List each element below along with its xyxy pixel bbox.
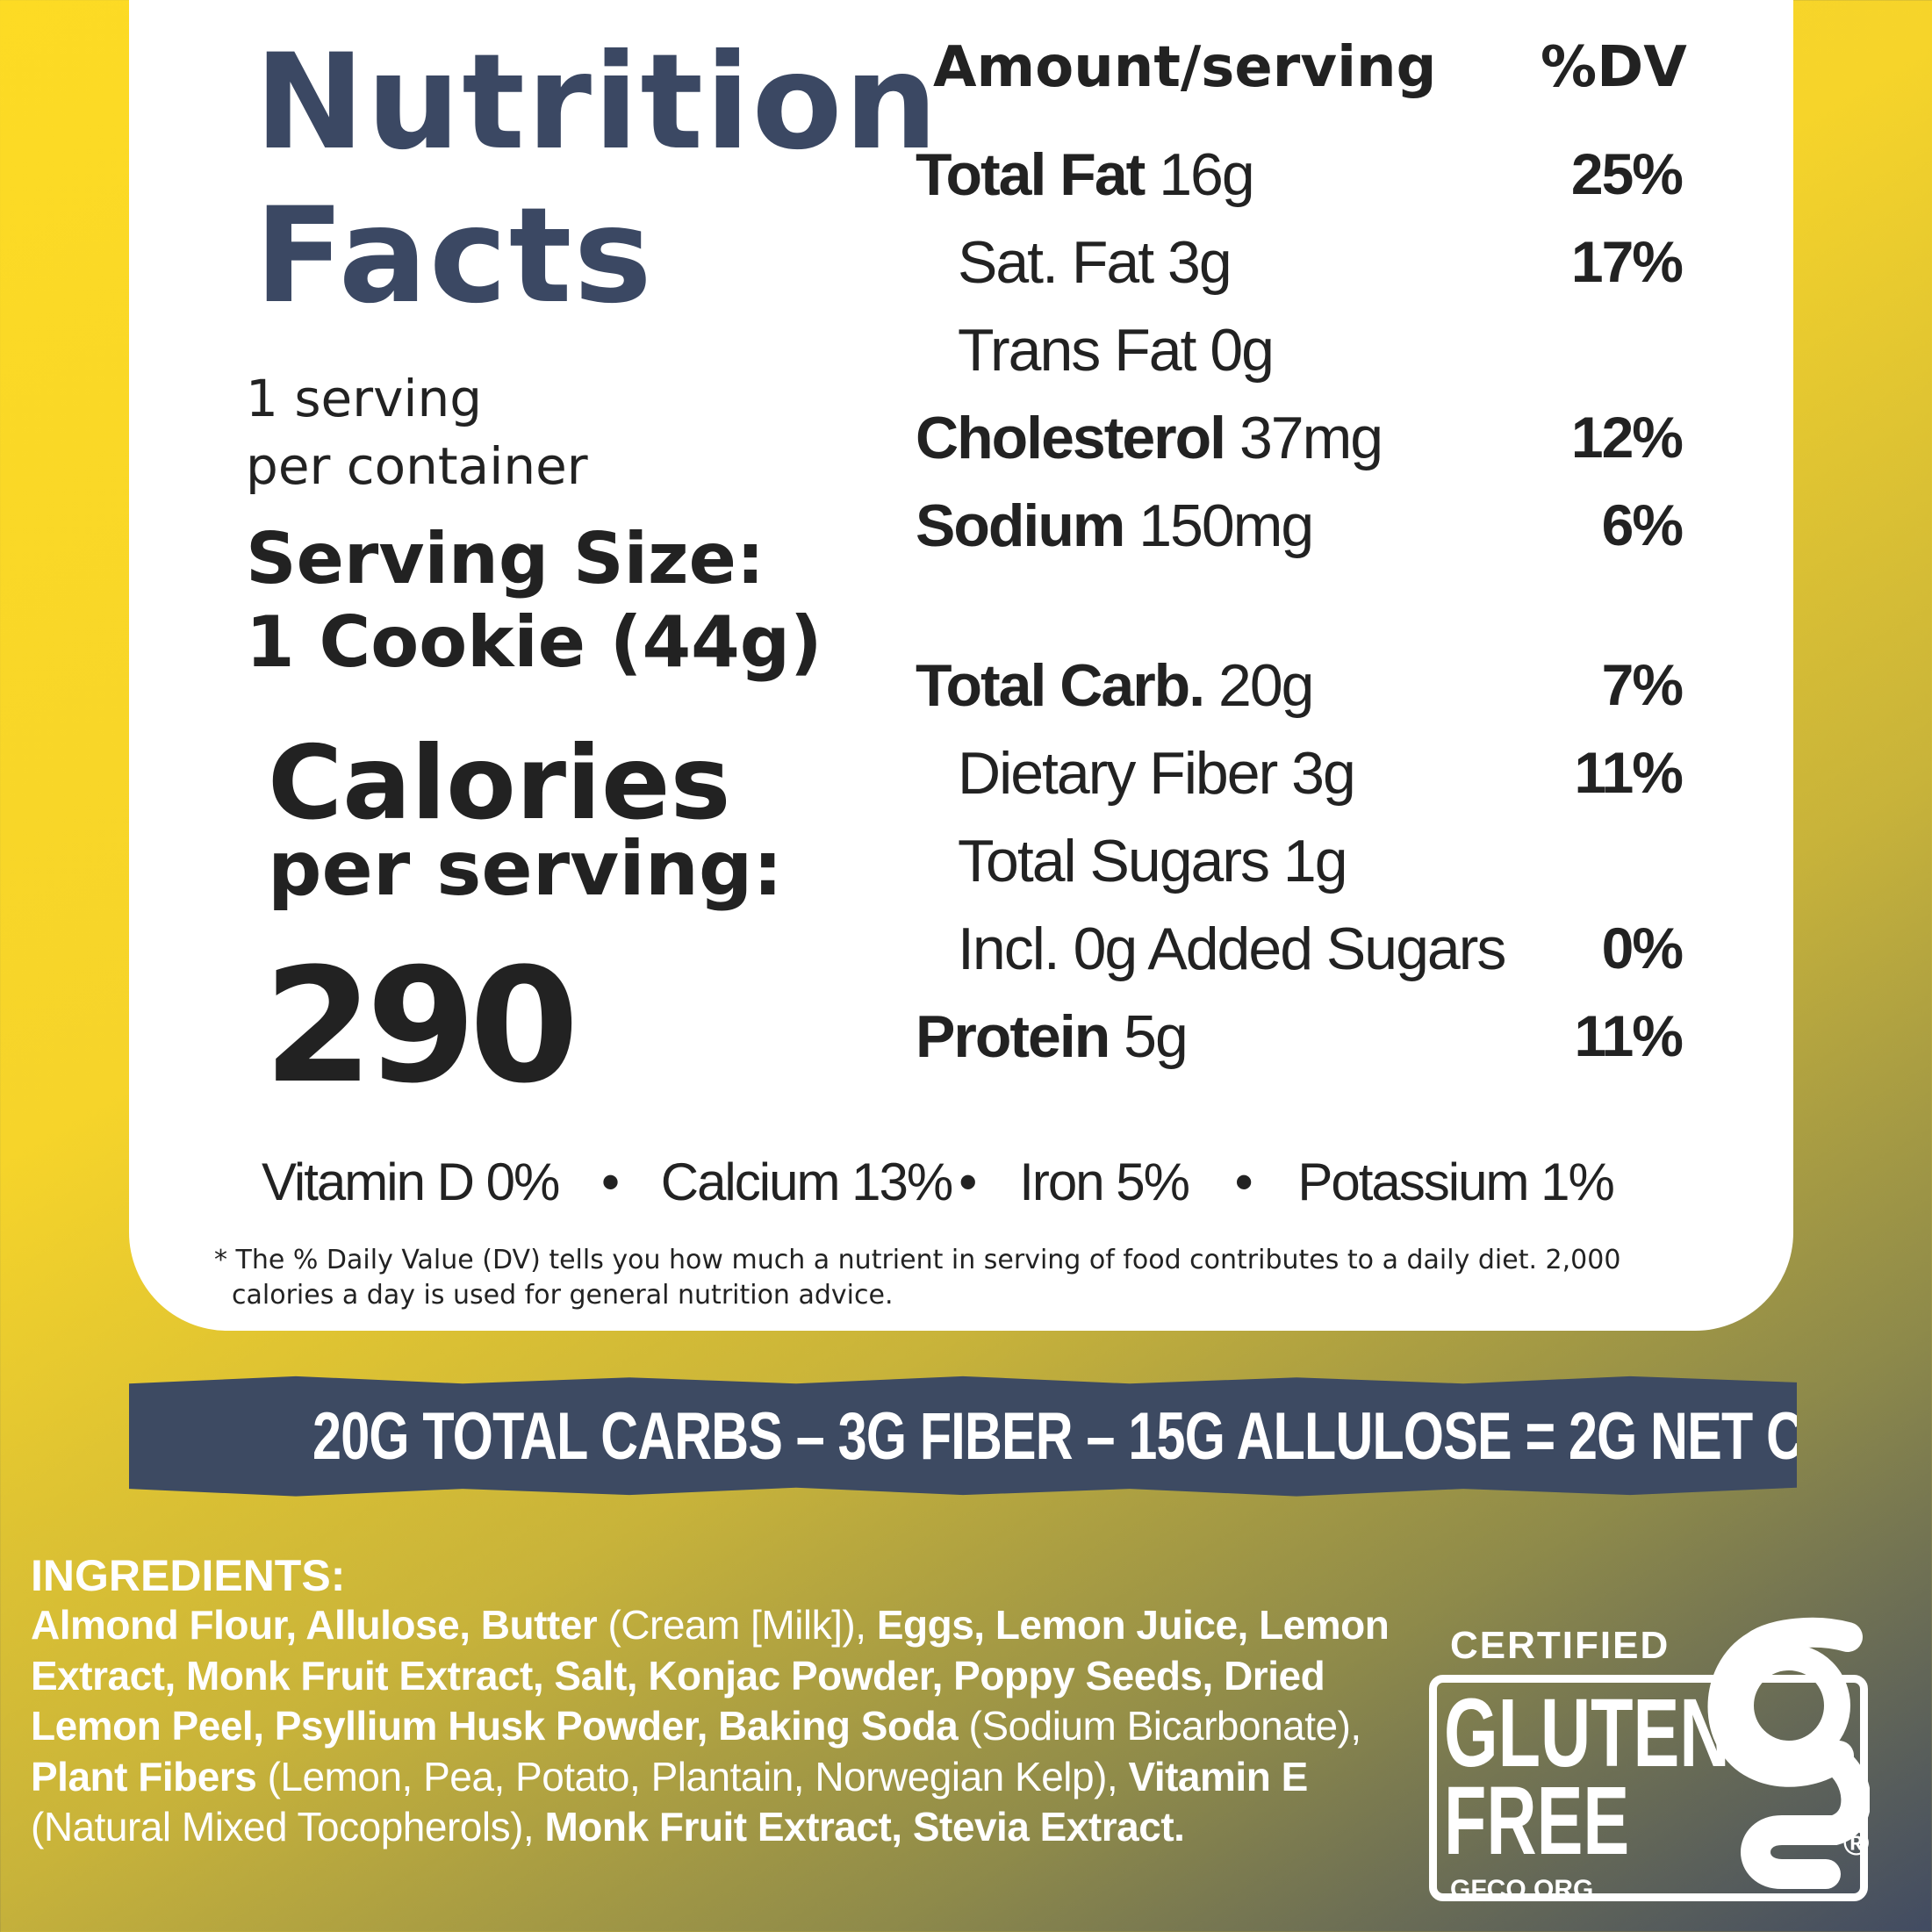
nutrient-row: Total Carb. 20g [916,651,1314,720]
nutrient-amount: 5g [1124,1003,1189,1070]
nutrient-amount: 20g [1218,652,1314,719]
nutrient-row: Total Fat 16g [916,140,1255,209]
servings-per-container-1: 1 serving [246,369,483,428]
nutrient-amount: 150mg [1138,492,1314,559]
ingredient-segment: Monk Fruit Extract, Stevia Extract. [544,1804,1185,1849]
vitamin-d: Vitamin D 0% [262,1153,560,1211]
nutrient-amount: 3g [1291,740,1356,807]
nutrient-row: Trans Fat 0g [958,316,1275,384]
nutrient-amount: 0g [1210,317,1275,384]
nutrition-card [129,0,1793,1331]
ingredient-segment: Almond Flour, Allulose, Butter [31,1602,598,1648]
ingredient-segment: (Cream [Milk]), [597,1602,877,1648]
calories-sub: per serving: [268,825,783,913]
footnote-1: * The % Daily Value (DV) tells you how m… [214,1245,1621,1275]
nutrient-name: Protein [916,1003,1110,1070]
nutrient-name: Total Fat [916,141,1146,208]
logo-url: GFCO.ORG [1450,1875,1594,1904]
nutrient-name: Sat. Fat [958,229,1154,296]
nutrient-amount: 3g [1167,229,1232,296]
nutrient-name: Dietary Fiber [958,740,1278,807]
ingredient-segment: (Sodium Bicarbonate), [958,1703,1362,1749]
footnote-2: calories a day is used for general nutri… [232,1280,894,1311]
calories-value: 290 [263,935,579,1118]
potassium: Potassium 1% [1297,1153,1614,1211]
nutrient-row: Dietary Fiber 3g [958,739,1356,808]
serving-size-label: Serving Size: [246,518,765,600]
nutrient-row: Incl. 0g Added Sugars [958,915,1506,983]
logo-gluten: GLUTEN [1444,1679,1730,1787]
logo-free: FREE [1444,1767,1630,1875]
nutrient-dv: 6% [1601,492,1684,557]
nutrient-row: Protein 5g [916,1002,1189,1071]
nutrient-row: Sat. Fat 3g [958,228,1232,297]
calcium: Calcium 13% [660,1153,953,1211]
nutrient-name: Incl. 0g Added Sugars [958,916,1506,982]
nutrient-name: Trans Fat [958,317,1196,384]
nutrient-dv: 7% [1601,652,1684,717]
nutrient-dv: 12% [1570,405,1684,470]
nutrient-name: Total Sugars [958,828,1270,894]
nutrient-amount: 37mg [1239,405,1383,471]
serving-size-value: 1 Cookie (44g) [246,601,822,683]
nutrient-dv: 25% [1570,141,1684,206]
nutrient-row: Sodium 150mg [916,492,1314,560]
logo-certified: CERTIFIED [1450,1624,1670,1667]
nutrient-row: Total Sugars 1g [958,827,1348,895]
nutrient-dv: 0% [1601,916,1684,980]
ingredients-heading: INGREDIENTS: [31,1551,346,1600]
ingredient-segment: (Lemon, Pea, Potato, Plantain, Norwegian… [256,1753,1129,1799]
amount-header: Amount/serving [933,35,1437,100]
ingredient-segment: Vitamin E [1128,1753,1308,1799]
dv-header: %DV [1541,35,1687,100]
nutrient-dv: 17% [1570,229,1684,294]
nutrient-name: Sodium [916,492,1125,559]
gluten-free-logo: CERTIFIED GLUTEN FREE ® GFCO.ORG [1422,1615,1896,1914]
nutrient-dv: 11% [1574,740,1684,805]
nutrient-dv: 11% [1574,1003,1684,1068]
nutrient-name: Total Carb. [916,652,1205,719]
nutrient-row: Cholesterol 37mg [916,404,1383,472]
nutrient-amount: 16g [1159,141,1254,208]
net-carbs-text: 20G TOTAL CARBS – 3G FIBER – 15G ALLULOS… [312,1399,1932,1474]
servings-per-container-2: per container [246,436,588,496]
title-facts: Facts [255,180,654,333]
registered-mark: ® [1843,1824,1870,1863]
title-nutrition: Nutrition [255,26,940,179]
ingredient-segment: Eggs, Lemon Juice, Lemon Extract, Monk F… [31,1602,1390,1749]
nutrient-amount: 1g [1282,828,1348,894]
vitamins-line: Vitamin D 0% • Calcium 13% • Iron 5% • Pot… [262,1153,1615,1211]
calories-label: Calories [268,724,731,843]
logo-g-icon [1707,1617,1870,1889]
nutrient-name: Cholesterol [916,405,1226,471]
ingredient-segment: Plant Fibers [31,1753,257,1799]
net-carbs-banner: 20G TOTAL CARBS – 3G FIBER – 15G ALLULOS… [129,1375,1932,1497]
iron: Iron 5% [1019,1153,1190,1211]
ingredient-segment: (Natural Mixed Tocopherols), [31,1804,545,1849]
ingredients-list: Almond Flour, Allulose, Butter (Cream [M… [31,1600,1400,1853]
